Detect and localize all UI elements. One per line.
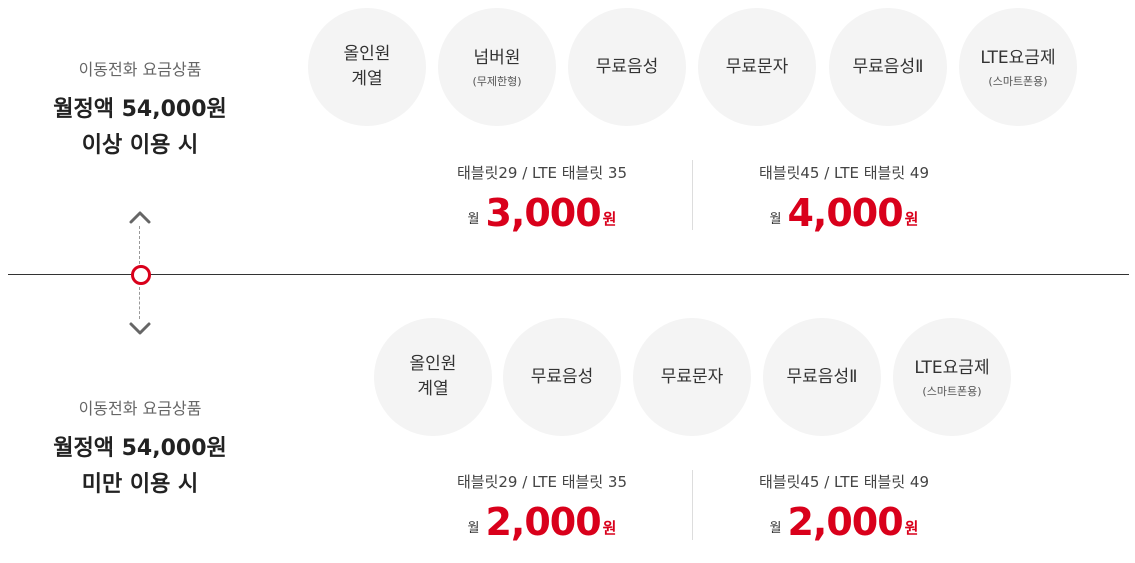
offer-divider	[692, 160, 693, 230]
plan-subtitle: (스마트폰용)	[922, 384, 982, 398]
plan-title: 무료음성Ⅱ	[852, 56, 924, 77]
chevron-down-icon	[129, 322, 151, 335]
top-plan-free-voice-2: 무료음성Ⅱ	[829, 8, 947, 126]
plan-title: 무료음성	[530, 366, 594, 387]
top-threshold-line2: 이상 이용 시	[81, 133, 199, 158]
timeline-dot-icon	[131, 265, 151, 285]
offer-amount: 3,000	[485, 191, 601, 235]
top-plan-lte: LTE요금제 (스마트폰용)	[959, 8, 1077, 126]
offer-month-label: 월	[467, 521, 480, 536]
plan-title: 무료문자	[660, 366, 724, 387]
bottom-plan-lte: LTE요금제 (스마트폰용)	[893, 318, 1011, 436]
plan-title: 올인원 계열	[343, 44, 391, 89]
plan-title: 무료음성	[595, 56, 659, 77]
offer-month-label: 월	[769, 521, 782, 536]
timeline-connector-top	[139, 226, 140, 264]
offer-amount: 4,000	[787, 191, 903, 235]
offer-label: 태블릿29 / LTE 태블릿 35	[456, 164, 628, 182]
bottom-condition: 이동전화 요금상품 월정액 54,000원 미만 이용 시	[0, 395, 280, 503]
offer-unit: 원	[602, 210, 617, 228]
plan-title: 넘버원	[473, 47, 521, 68]
offer-month-label: 월	[769, 212, 782, 227]
bottom-plan-allinone: 올인원 계열	[374, 318, 492, 436]
bottom-plan-free-sms: 무료문자	[633, 318, 751, 436]
plan-title: LTE요금제	[980, 47, 1056, 68]
offer-label: 태블릿45 / LTE 태블릿 49	[758, 473, 930, 491]
top-plan-free-sms: 무료문자	[698, 8, 816, 126]
timeline-connector-bottom	[139, 287, 140, 319]
offer-month-label: 월	[467, 212, 480, 227]
plan-title: LTE요금제	[914, 357, 990, 378]
top-plan-free-voice: 무료음성	[568, 8, 686, 126]
bottom-offer-tablet-29-35: 태블릿29 / LTE 태블릿 35 월 2,000 원	[392, 471, 692, 544]
offer-amount: 2,000	[485, 500, 601, 544]
offer-unit: 원	[904, 210, 919, 228]
offer-label: 태블릿45 / LTE 태블릿 49	[758, 164, 930, 182]
bottom-offer-tablet-45-49: 태블릿45 / LTE 태블릿 49 월 2,000 원	[694, 471, 994, 544]
bottom-plan-free-voice: 무료음성	[503, 318, 621, 436]
plan-title: 무료문자	[725, 56, 789, 77]
top-offer-tablet-29-35: 태블릿29 / LTE 태블릿 35 월 3,000 원	[392, 162, 692, 235]
top-plan-allinone: 올인원 계열	[308, 8, 426, 126]
chevron-up-icon	[129, 211, 151, 224]
bottom-threshold-line2: 미만 이용 시	[81, 472, 199, 497]
bottom-threshold-line1: 월정액 54,000원	[53, 436, 227, 461]
offer-unit: 원	[904, 519, 919, 537]
bottom-category-label: 이동전화 요금상품	[78, 399, 202, 418]
top-offer-tablet-45-49: 태블릿45 / LTE 태블릿 49 월 4,000 원	[694, 162, 994, 235]
plan-title: 올인원 계열	[409, 354, 457, 399]
plan-title: 무료음성Ⅱ	[786, 366, 858, 387]
offer-unit: 원	[602, 519, 617, 537]
top-plan-numberone: 넘버원 (무제한형)	[438, 8, 556, 126]
offer-divider	[692, 470, 693, 540]
offer-label: 태블릿29 / LTE 태블릿 35	[456, 473, 628, 491]
plan-subtitle: (무제한형)	[472, 74, 522, 88]
bottom-plan-free-voice-2: 무료음성Ⅱ	[763, 318, 881, 436]
timeline-divider	[8, 274, 1129, 275]
top-condition: 이동전화 요금상품 월정액 54,000원 이상 이용 시	[0, 56, 280, 164]
top-threshold-line1: 월정액 54,000원	[53, 97, 227, 122]
top-category-label: 이동전화 요금상품	[78, 60, 202, 79]
plan-subtitle: (스마트폰용)	[988, 74, 1048, 88]
offer-amount: 2,000	[787, 500, 903, 544]
